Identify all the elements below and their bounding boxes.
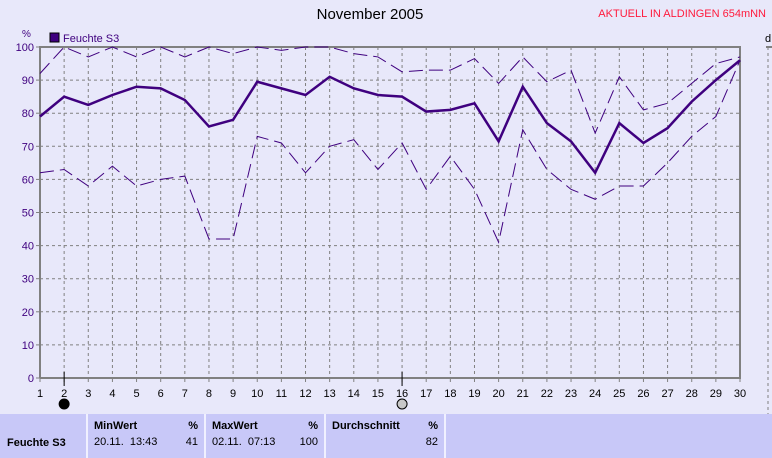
y-tick-label: 10 <box>22 340 34 352</box>
x-tick-label: 3 <box>85 388 91 400</box>
full-moon-icon <box>396 398 408 410</box>
x-tick-label: 30 <box>734 388 746 400</box>
x-tick-label: 4 <box>109 388 115 400</box>
y-tick-label: 20 <box>22 307 34 319</box>
min-value: 41 <box>185 436 198 448</box>
max-value: 100 <box>299 436 318 448</box>
x-tick-label: 5 <box>133 388 139 400</box>
x-tick-label: 26 <box>637 388 649 400</box>
y-tick-label: 70 <box>22 141 34 153</box>
x-tick-label: 10 <box>251 388 263 400</box>
stats-table: Feuchte S3 MinWert % 20.11. 13:43 41 Max… <box>0 414 772 458</box>
x-tick-label: 14 <box>348 388 360 400</box>
max-header: MaxWert <box>212 420 258 432</box>
y-tick-label: 100 <box>16 42 34 54</box>
x-tick-label: 28 <box>686 388 698 400</box>
y-tick-label: 60 <box>22 174 34 186</box>
max-unit: % <box>308 420 318 432</box>
x-tick-label: 27 <box>661 388 673 400</box>
x-tick-label: 16 <box>396 388 408 400</box>
chart-title: November 2005 <box>316 6 424 23</box>
min-cell: MinWert % 20.11. 13:43 41 <box>88 414 206 458</box>
location-subtitle: AKTUELL IN ALDINGEN 654mNN <box>598 8 766 20</box>
series-line-mean <box>39 59 741 176</box>
avg-header: Durchschnitt <box>332 420 400 432</box>
avg-unit: % <box>428 420 438 432</box>
x-tick-label: 19 <box>468 388 480 400</box>
row-label: Feuchte S3 <box>7 437 66 449</box>
y-tick-label: 50 <box>22 208 34 220</box>
x-tick-label: 2 <box>61 388 67 400</box>
x-tick-label: 21 <box>517 388 529 400</box>
avg-cell: Durchschnitt % 82 <box>326 414 446 458</box>
x-tick-label: 8 <box>206 388 212 400</box>
x-tick-label: 17 <box>420 388 432 400</box>
min-header: MinWert <box>94 420 138 432</box>
x-tick-label: 6 <box>158 388 164 400</box>
min-time: 20.11. 13:43 <box>94 436 158 448</box>
avg-value: 82 <box>425 436 438 448</box>
plot-frame <box>39 46 741 379</box>
row-label-cell: Feuchte S3 <box>0 414 88 458</box>
new-moon-icon <box>58 398 70 410</box>
series-line-max <box>39 46 741 135</box>
y-tick-label: 80 <box>22 108 34 120</box>
x-tick-label: 25 <box>613 388 625 400</box>
x-tick-label: 11 <box>276 388 287 400</box>
y-tick-label: 90 <box>22 75 34 87</box>
y-tick-label: 40 <box>22 241 34 253</box>
right-panel-label: d <box>765 33 771 45</box>
legend-swatch <box>49 32 60 43</box>
y-tick-label: 0 <box>28 373 34 385</box>
x-tick-label: 1 <box>37 388 43 400</box>
max-time: 02.11. 07:13 <box>212 436 276 448</box>
x-tick-label: 15 <box>372 388 384 400</box>
x-tick-label: 22 <box>541 388 553 400</box>
x-tick-label: 24 <box>589 388 601 400</box>
x-tick-label: 9 <box>230 388 236 400</box>
legend-label: Feuchte S3 <box>63 33 119 45</box>
y-axis-label: % <box>22 29 31 40</box>
series-line-min <box>39 60 741 244</box>
max-cell: MaxWert % 02.11. 07:13 100 <box>206 414 326 458</box>
x-tick-label: 7 <box>182 388 188 400</box>
x-tick-label: 29 <box>710 388 722 400</box>
empty-cell <box>446 414 772 458</box>
x-tick-label: 23 <box>565 388 577 400</box>
y-tick-label: 30 <box>22 274 34 286</box>
x-tick-label: 12 <box>299 388 311 400</box>
min-unit: % <box>188 420 198 432</box>
x-tick-label: 20 <box>492 388 504 400</box>
x-tick-label: 18 <box>444 388 456 400</box>
x-tick-label: 13 <box>324 388 336 400</box>
